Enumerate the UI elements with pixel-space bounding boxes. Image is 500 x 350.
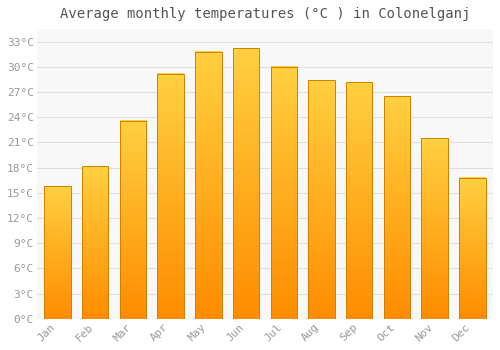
Bar [233,48,259,319]
Bar [158,74,184,319]
Title: Average monthly temperatures (°C ) in Colonelganj: Average monthly temperatures (°C ) in Co… [60,7,470,21]
Bar [270,67,297,319]
Bar [82,166,108,319]
Bar [44,186,70,319]
Bar [459,178,485,319]
Bar [195,52,222,319]
Bar [422,138,448,319]
Bar [120,121,146,319]
Bar [346,82,372,319]
Bar [384,96,410,319]
Bar [308,80,334,319]
